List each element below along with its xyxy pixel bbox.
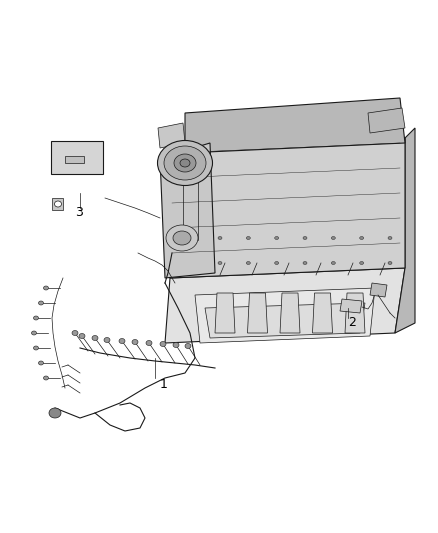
Polygon shape: [185, 98, 405, 153]
Ellipse shape: [303, 262, 307, 264]
Polygon shape: [215, 293, 235, 333]
FancyBboxPatch shape: [51, 141, 103, 174]
Ellipse shape: [104, 337, 110, 343]
Text: 1: 1: [160, 378, 168, 392]
Polygon shape: [52, 198, 63, 210]
Text: 2: 2: [348, 317, 356, 329]
Polygon shape: [395, 128, 415, 333]
Ellipse shape: [33, 346, 39, 350]
Ellipse shape: [39, 361, 43, 365]
Ellipse shape: [218, 262, 222, 264]
Ellipse shape: [119, 338, 125, 343]
Ellipse shape: [360, 237, 364, 239]
Polygon shape: [158, 123, 185, 148]
Ellipse shape: [32, 331, 36, 335]
Ellipse shape: [173, 343, 179, 348]
Ellipse shape: [246, 262, 251, 264]
Ellipse shape: [158, 141, 212, 185]
Polygon shape: [340, 299, 362, 313]
Ellipse shape: [174, 154, 196, 172]
Ellipse shape: [275, 237, 279, 239]
Polygon shape: [370, 283, 387, 297]
Ellipse shape: [388, 262, 392, 264]
Polygon shape: [165, 268, 405, 343]
Polygon shape: [368, 108, 405, 133]
Polygon shape: [170, 138, 405, 278]
Ellipse shape: [146, 341, 152, 345]
Ellipse shape: [388, 237, 392, 239]
Ellipse shape: [79, 334, 85, 338]
Ellipse shape: [43, 286, 49, 290]
Ellipse shape: [218, 237, 222, 239]
Polygon shape: [312, 293, 332, 333]
Polygon shape: [280, 293, 300, 333]
Ellipse shape: [303, 237, 307, 239]
Ellipse shape: [132, 340, 138, 344]
Ellipse shape: [180, 159, 190, 167]
Ellipse shape: [246, 237, 251, 239]
Ellipse shape: [39, 301, 43, 305]
Polygon shape: [205, 303, 365, 338]
Ellipse shape: [33, 316, 39, 320]
Ellipse shape: [164, 146, 206, 180]
Polygon shape: [160, 143, 215, 278]
Ellipse shape: [92, 335, 98, 341]
Polygon shape: [345, 293, 365, 333]
Text: 3: 3: [75, 206, 83, 220]
Ellipse shape: [173, 231, 191, 245]
Polygon shape: [247, 293, 268, 333]
Ellipse shape: [185, 343, 191, 349]
Polygon shape: [195, 288, 375, 343]
FancyBboxPatch shape: [64, 156, 84, 163]
Ellipse shape: [331, 237, 336, 239]
Ellipse shape: [43, 376, 49, 380]
Ellipse shape: [275, 262, 279, 264]
Ellipse shape: [166, 225, 198, 251]
Ellipse shape: [54, 201, 61, 207]
Ellipse shape: [160, 342, 166, 346]
Ellipse shape: [331, 262, 336, 264]
Ellipse shape: [49, 408, 61, 418]
Ellipse shape: [72, 330, 78, 335]
Ellipse shape: [360, 262, 364, 264]
